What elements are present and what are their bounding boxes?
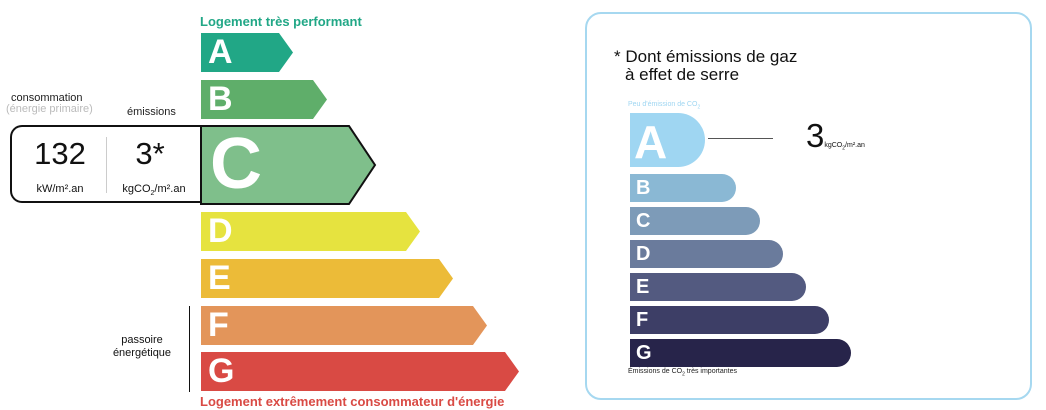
energy-class-a: A — [200, 33, 293, 72]
passoire-label: passoire énergétique — [112, 334, 172, 359]
co2-class-f: F — [630, 306, 829, 334]
co2-panel — [585, 12, 1032, 400]
co2-title: * Dont émissions de gaz à effet de serre — [614, 47, 798, 84]
energy-class-letter: G — [208, 352, 235, 390]
passoire-bracket — [189, 306, 190, 392]
co2-top-label: Peu d'émission de CO2 — [628, 101, 701, 111]
co2-value: 3kgCO2/m².an — [806, 117, 865, 154]
co2-class-b: B — [630, 174, 736, 202]
emissions-label: émissions — [127, 106, 176, 118]
emissions-value: 3* — [135, 136, 165, 171]
emissions-unit: kgCO2/m².an — [122, 183, 186, 198]
co2-class-e: E — [630, 273, 806, 301]
consumption-unit: kW/m².an — [36, 183, 84, 195]
consumption-value: 132 — [34, 136, 86, 171]
consumption-label: consommation — [11, 92, 83, 104]
co2-class-g: G — [630, 339, 851, 367]
energy-class-letter: C — [210, 124, 262, 204]
energy-class-letter: D — [208, 212, 233, 250]
energy-class-c: C — [200, 124, 377, 205]
energy-class-letter: F — [208, 306, 229, 344]
energy-class-d: D — [200, 212, 420, 251]
co2-class-a: A — [630, 113, 705, 168]
divider — [106, 137, 107, 193]
consumption-sublabel: (énergie primaire) — [6, 103, 93, 115]
co2-class-letter: B — [636, 177, 651, 199]
co2-bottom-label: Émissions de CO2 très importantes — [628, 368, 737, 378]
energy-class-letter: B — [208, 80, 233, 118]
current-rating-box — [10, 125, 200, 203]
co2-class-c: C — [630, 207, 760, 235]
energy-class-e: E — [200, 259, 453, 298]
energy-class-letter: A — [208, 33, 233, 71]
energy-top-label: Logement très performant — [200, 14, 362, 29]
co2-class-letter: C — [636, 210, 651, 232]
energy-class-letter: E — [208, 259, 231, 297]
co2-class-letter: D — [636, 243, 651, 265]
co2-class-letter: A — [634, 116, 668, 168]
co2-class-d: D — [630, 240, 783, 268]
energy-class-b: B — [200, 80, 327, 119]
energy-class-f: F — [200, 306, 487, 345]
co2-class-letter: E — [636, 276, 650, 298]
energy-class-g: G — [200, 352, 519, 391]
energy-bottom-label: Logement extrêmement consommateur d'éner… — [200, 394, 505, 409]
co2-class-letter: G — [636, 342, 652, 364]
co2-class-letter: F — [636, 309, 649, 331]
co2-pointer-line — [708, 138, 773, 139]
